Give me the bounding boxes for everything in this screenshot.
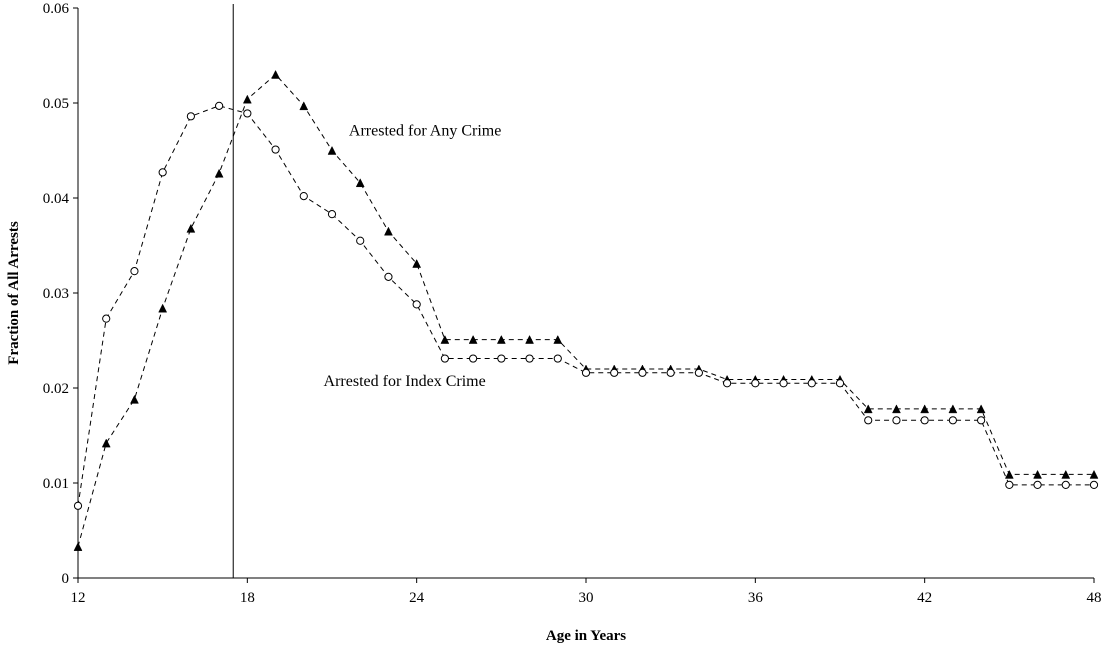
x-tick-label: 36 [748, 590, 764, 606]
data-point-circle [497, 354, 506, 363]
data-point-circle [412, 300, 421, 309]
data-point-circle [356, 236, 365, 245]
data-point-triangle [1004, 469, 1014, 479]
data-point-triangle [412, 258, 422, 268]
data-point-circle [271, 145, 280, 154]
data-point-triangle [101, 438, 111, 448]
data-point-triangle [130, 394, 139, 404]
data-point-circle [751, 379, 760, 388]
data-point-circle [130, 267, 139, 276]
series-line-open-circle [77, 105, 1094, 506]
data-point-circle [215, 101, 224, 110]
data-point-triangle [73, 542, 83, 551]
data-point-triangle [920, 404, 930, 414]
annotation-group: Arrested for Any Crime Arrested for Index… [324, 122, 502, 390]
data-point-circle [158, 168, 167, 177]
data-point-circle [977, 416, 986, 425]
series-line-filled-triangle [77, 73, 1094, 547]
data-point-circle [920, 416, 929, 425]
data-point-triangle [948, 404, 958, 414]
data-point-triangle [1033, 469, 1042, 479]
data-point-circle [723, 379, 732, 388]
y-tick-label: 0.06 [43, 1, 70, 17]
data-point-circle [73, 501, 83, 510]
x-tick-label: 12 [71, 590, 86, 606]
data-point-circle [186, 112, 195, 121]
x-tick-label: 42 [917, 590, 932, 606]
data-point-circle [892, 416, 901, 425]
data-point-circle [1061, 480, 1070, 489]
data-point-circle [835, 379, 845, 388]
data-point-circle [243, 109, 252, 118]
data-point-circle [948, 416, 957, 425]
y-tick-label: 0.03 [43, 286, 69, 302]
y-axis-title: Fraction of All Arrests [6, 221, 22, 365]
data-point-triangle [468, 334, 478, 344]
tick-group: 0 0.01 0.02 0.03 0.04 0.05 0.06 12 18 24 30 36 42 48 [43, 1, 1102, 606]
data-point-triangle [214, 168, 224, 178]
data-point-circle [1033, 480, 1042, 489]
data-point-circle [440, 354, 449, 363]
x-tick-label: 18 [240, 590, 255, 606]
data-point-circle [779, 379, 788, 388]
series-annotation: Arrested for Any Crime [349, 122, 501, 139]
data-point-circle [469, 354, 478, 363]
data-point-triangle [863, 404, 873, 414]
x-tick-label: 48 [1087, 590, 1102, 606]
data-point-triangle [496, 334, 506, 344]
y-tick-label: 0.01 [43, 476, 69, 492]
data-point-triangle [525, 334, 534, 344]
data-point-triangle [186, 223, 196, 233]
data-point-triangle [242, 94, 252, 104]
data-point-circle [1005, 480, 1014, 489]
data-point-triangle [1061, 469, 1071, 479]
x-tick-label: 24 [409, 590, 425, 606]
data-point-circle [299, 192, 308, 201]
y-tick-label: 0 [62, 571, 70, 587]
data-point-triangle [327, 145, 337, 155]
data-point-circle [807, 379, 816, 388]
data-point-triangle [1089, 469, 1099, 479]
data-point-triangle [271, 69, 280, 79]
data-point-circle [553, 354, 562, 363]
series-annotation: Arrested for Index Crime [324, 373, 486, 390]
x-axis-title: Age in Years [546, 628, 626, 644]
data-point-triangle [355, 178, 365, 188]
data-point-triangle [384, 226, 393, 236]
series-open-circle [73, 101, 1099, 510]
data-point-triangle [158, 303, 168, 313]
data-point-circle [610, 368, 619, 377]
data-point-circle [525, 354, 534, 363]
x-tick-label: 30 [579, 590, 594, 606]
series-group [73, 69, 1099, 551]
y-tick-label: 0.05 [43, 96, 69, 112]
data-point-circle [384, 272, 393, 281]
data-point-circle [1089, 480, 1099, 489]
data-point-circle [694, 368, 703, 377]
data-point-circle [581, 368, 591, 377]
data-point-circle [666, 368, 675, 377]
data-point-triangle [892, 404, 901, 414]
data-point-circle [638, 368, 647, 377]
data-point-triangle [299, 101, 309, 111]
y-tick-label: 0.02 [43, 381, 69, 397]
data-point-triangle [976, 404, 986, 414]
data-point-triangle [553, 334, 563, 344]
series-filled-triangle [73, 69, 1099, 551]
data-point-circle [864, 416, 873, 425]
axes [77, 8, 1094, 579]
data-point-circle [327, 210, 337, 219]
data-point-circle [102, 314, 111, 323]
data-point-triangle [440, 334, 450, 344]
y-tick-label: 0.04 [43, 191, 70, 207]
